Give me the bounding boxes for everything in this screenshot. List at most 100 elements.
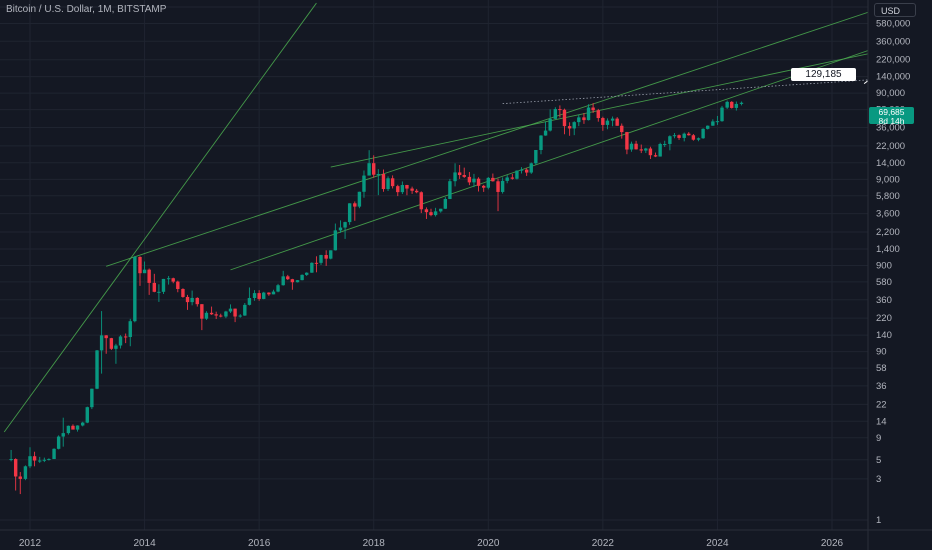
y-tick-label: 90,000 xyxy=(876,88,905,99)
candle-body xyxy=(701,128,705,139)
candle-body xyxy=(429,212,433,216)
candle-body xyxy=(529,163,533,173)
candle-body xyxy=(405,185,409,189)
candle-body xyxy=(353,203,357,207)
candle-body xyxy=(414,190,419,193)
candle-body xyxy=(138,256,142,274)
x-tick-label: 2020 xyxy=(477,538,500,549)
x-tick-label: 2024 xyxy=(706,538,729,549)
currency-button[interactable]: USD xyxy=(874,3,916,17)
candle-body xyxy=(601,118,605,125)
trendline xyxy=(106,11,868,267)
y-tick-label: 9 xyxy=(876,433,881,444)
candle-body xyxy=(725,101,729,108)
candle-body xyxy=(204,312,209,319)
candle-body xyxy=(476,178,481,186)
candle-body xyxy=(181,288,185,297)
candle-body xyxy=(9,459,13,461)
candle-body xyxy=(510,177,515,179)
y-tick-label: 360 xyxy=(876,295,892,306)
candle-body xyxy=(644,148,648,151)
y-tick-label: 9,000 xyxy=(876,174,900,185)
candle-body xyxy=(615,118,619,126)
y-tick-label: 14 xyxy=(876,416,887,427)
candle-body xyxy=(133,256,137,322)
candle-body xyxy=(47,459,51,461)
symbol-title: Bitcoin / U.S. Dollar, 1M, BITSTAMP xyxy=(6,4,167,15)
candle-body xyxy=(104,335,108,339)
candle-body xyxy=(625,132,629,150)
y-tick-label: 140 xyxy=(876,330,892,341)
candle-body xyxy=(161,278,166,292)
candle-body xyxy=(314,262,319,264)
candle-body xyxy=(390,178,395,187)
candle-body xyxy=(114,345,118,349)
candle-body xyxy=(715,121,720,123)
candle-body xyxy=(338,227,343,231)
y-tick-label: 220 xyxy=(876,313,892,324)
candle-body xyxy=(300,274,304,281)
candle-body xyxy=(166,278,171,280)
plot-area xyxy=(3,2,868,495)
candle-body xyxy=(396,186,400,193)
last-price-tag: 69,685 8d 14h xyxy=(869,107,914,126)
candle-body xyxy=(128,321,132,338)
candle-body xyxy=(553,109,558,119)
candle-body xyxy=(281,276,285,286)
candle-body xyxy=(567,126,572,129)
x-tick-label: 2026 xyxy=(821,538,844,549)
y-tick-label: 36 xyxy=(876,381,887,392)
candle-body xyxy=(276,285,280,292)
candle-body xyxy=(443,198,448,209)
candle-body xyxy=(81,422,85,426)
target-callout: 129,185 xyxy=(791,68,856,81)
candle-body xyxy=(66,425,71,434)
candle-body xyxy=(548,118,552,131)
y-tick-label: 36,000 xyxy=(876,122,905,133)
candle-body xyxy=(56,436,61,449)
x-tick-label: 2016 xyxy=(248,538,271,549)
y-tick-label: 22 xyxy=(876,399,887,410)
candle-body xyxy=(653,155,658,157)
y-tick-label: 140,000 xyxy=(876,72,910,83)
y-tick-label: 3,600 xyxy=(876,209,900,220)
y-tick-label: 360,000 xyxy=(876,36,910,47)
y-tick-label: 22,000 xyxy=(876,141,905,152)
candle-body xyxy=(52,448,56,460)
y-tick-label: 14,000 xyxy=(876,158,905,169)
candle-body xyxy=(109,338,114,349)
candle-body xyxy=(357,191,362,207)
candle-body xyxy=(677,135,681,138)
candle-body xyxy=(682,133,686,138)
bar-countdown: 8d 14h xyxy=(878,115,905,126)
candle-body xyxy=(372,163,376,175)
candle-body xyxy=(658,144,662,157)
candle-body xyxy=(262,292,266,299)
candle-body xyxy=(271,291,276,295)
candle-body xyxy=(410,188,414,191)
x-tick-label: 2012 xyxy=(19,538,42,549)
candle-body xyxy=(243,304,247,316)
candle-body xyxy=(505,177,509,181)
candle-body xyxy=(620,125,624,133)
candle-body xyxy=(591,107,595,111)
candle-body xyxy=(362,175,366,192)
candle-body xyxy=(462,175,466,177)
x-tick-label: 2014 xyxy=(133,538,156,549)
candle-body xyxy=(200,304,204,319)
candle-body xyxy=(23,466,28,479)
candle-body xyxy=(319,255,323,263)
y-tick-label: 1,400 xyxy=(876,244,900,255)
candle-body xyxy=(457,172,462,176)
candle-body xyxy=(75,425,80,430)
candle-body xyxy=(99,335,104,351)
candle-body xyxy=(687,133,691,136)
candle-body xyxy=(214,314,218,316)
candle-body xyxy=(190,297,194,303)
candle-body xyxy=(18,476,22,479)
candle-body xyxy=(386,178,390,190)
candle-body xyxy=(543,130,548,136)
y-tick-label: 3 xyxy=(876,474,881,485)
candle-body xyxy=(605,120,610,125)
